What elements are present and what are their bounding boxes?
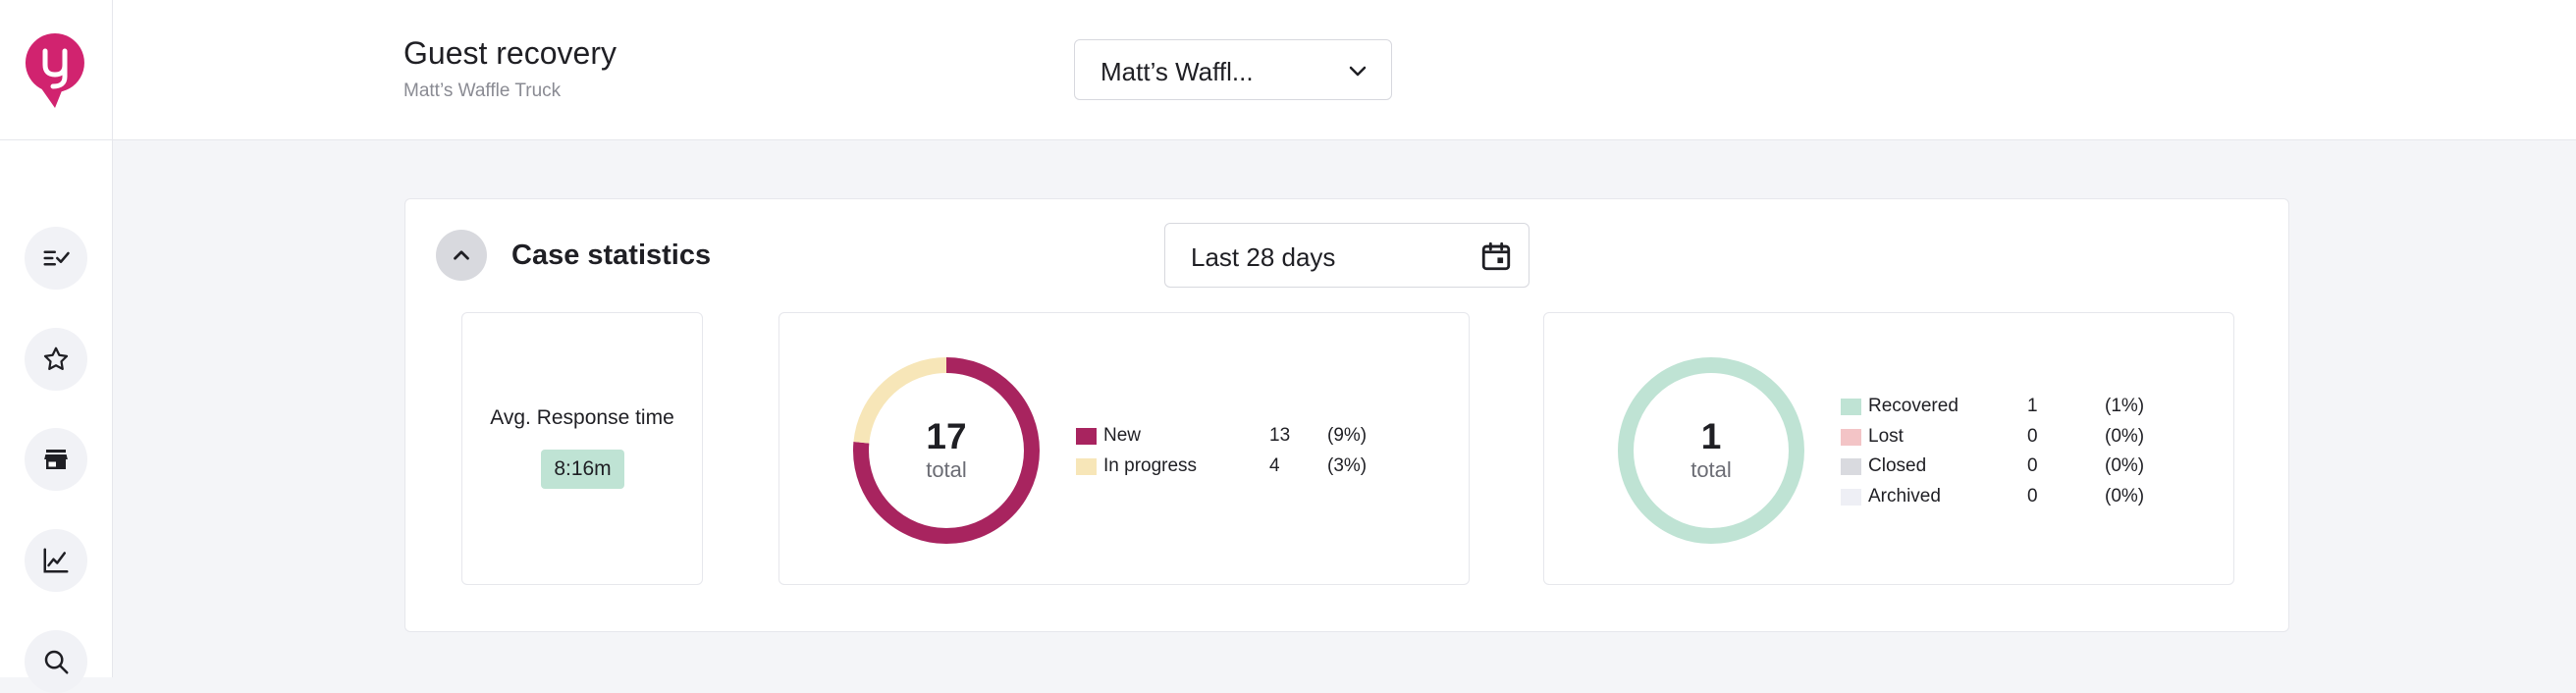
legend-percent: (0%) [2105, 425, 2145, 447]
legend-count: 0 [2027, 425, 2038, 447]
page-subtitle: Matt’s Waffle Truck [403, 80, 562, 101]
cases-donut-panel: 17 total New 13 (9%) In progress 4 (3%) [778, 312, 1470, 585]
legend-row-new: New 13 (9%) [1076, 423, 1390, 453]
legend-label: Archived [1868, 485, 1941, 506]
legend-row-closed: Closed 0 (0%) [1841, 453, 2155, 484]
legend-count: 0 [2027, 455, 2038, 476]
legend-swatch [1076, 428, 1097, 445]
cases-legend: New 13 (9%) In progress 4 (3%) [1076, 423, 1390, 483]
outcomes-slice-recovered [1618, 357, 1804, 544]
case-statistics-card: Case statistics Last 28 days Avg. Respon… [404, 198, 2289, 632]
chevron-down-icon [1349, 66, 1367, 77]
outcomes-total-label: total [1690, 457, 1732, 482]
legend-label: Recovered [1868, 396, 1959, 416]
store-icon [44, 450, 68, 469]
legend-row-lost: Lost 0 (0%) [1841, 424, 2155, 454]
outcomes-donut-panel: 1 total Recovered 1 (1%) Lost 0 (0%) Clo… [1543, 312, 2234, 585]
avg-response-value: 8:16m [541, 450, 624, 489]
legend-percent: (1%) [2105, 396, 2145, 416]
legend-swatch [1841, 488, 1861, 506]
legend-percent: (0%) [2105, 485, 2145, 506]
brand-logo-icon[interactable] [24, 31, 86, 110]
legend-count: 4 [1269, 454, 1280, 476]
chart-line-icon [43, 548, 69, 573]
legend-percent: (9%) [1327, 425, 1368, 446]
legend-count: 13 [1269, 425, 1291, 446]
location-select[interactable]: Matt’s Waffl... [1074, 39, 1392, 100]
cases-slice-in-progress [853, 357, 1040, 544]
legend-swatch [1841, 399, 1861, 415]
sidebar-item-tasks[interactable] [25, 227, 87, 290]
legend-swatch [1076, 457, 1097, 475]
outcomes-donut-center: 1 total [1613, 352, 1809, 549]
legend-row-recovered: Recovered 1 (1%) [1841, 394, 2155, 424]
search-icon [44, 650, 69, 674]
legend-label: In progress [1103, 454, 1198, 476]
sidebar-item-search[interactable] [25, 630, 87, 693]
legend-swatch [1841, 428, 1861, 446]
card-title: Case statistics [511, 240, 712, 271]
sidebar-item-locations[interactable] [25, 428, 87, 491]
legend-label: Closed [1868, 455, 1927, 476]
chevron-up-icon [454, 250, 469, 260]
legend-row-archived: Archived 0 (0%) [1841, 484, 2155, 514]
star-icon [43, 346, 69, 370]
legend-swatch [1841, 458, 1861, 475]
date-range-value: Last 28 days [1191, 242, 1336, 272]
legend-label: New [1103, 425, 1142, 446]
legend-percent: (3%) [1327, 454, 1368, 476]
cases-total-label: total [926, 457, 967, 482]
cases-total: 17 [926, 416, 967, 456]
sidebar-item-analytics[interactable] [25, 529, 87, 592]
legend-label: Lost [1868, 425, 1904, 447]
collapse-button[interactable] [436, 230, 487, 281]
avg-response-panel: Avg. Response time 8:16m [461, 312, 703, 585]
sidebar-item-reviews[interactable] [25, 328, 87, 391]
avg-response-label: Avg. Response time [490, 406, 674, 429]
page-header: Guest recovery Matt’s Waffle Truck Matt’… [113, 0, 2576, 140]
legend-row-in-progress: In progress 4 (3%) [1076, 453, 1390, 484]
cases-donut-chart [853, 357, 1040, 544]
location-select-value: Matt’s Waffl... [1100, 57, 1254, 86]
outcomes-total: 1 [1700, 416, 1722, 456]
legend-count: 1 [2027, 396, 2038, 416]
logo-area [0, 0, 112, 140]
legend-count: 0 [2027, 485, 2038, 506]
page-title: Guest recovery [403, 35, 617, 71]
date-range-picker[interactable]: Last 28 days [1164, 223, 1530, 288]
outcomes-legend: Recovered 1 (1%) Lost 0 (0%) Closed 0 (0… [1841, 394, 2155, 513]
checklist-icon [43, 250, 70, 266]
cases-donut-center: 17 total [848, 352, 1045, 549]
legend-percent: (0%) [2105, 455, 2145, 476]
calendar-icon [1481, 241, 1511, 271]
outcomes-donut-chart [1618, 357, 1804, 544]
sidebar [0, 0, 113, 693]
